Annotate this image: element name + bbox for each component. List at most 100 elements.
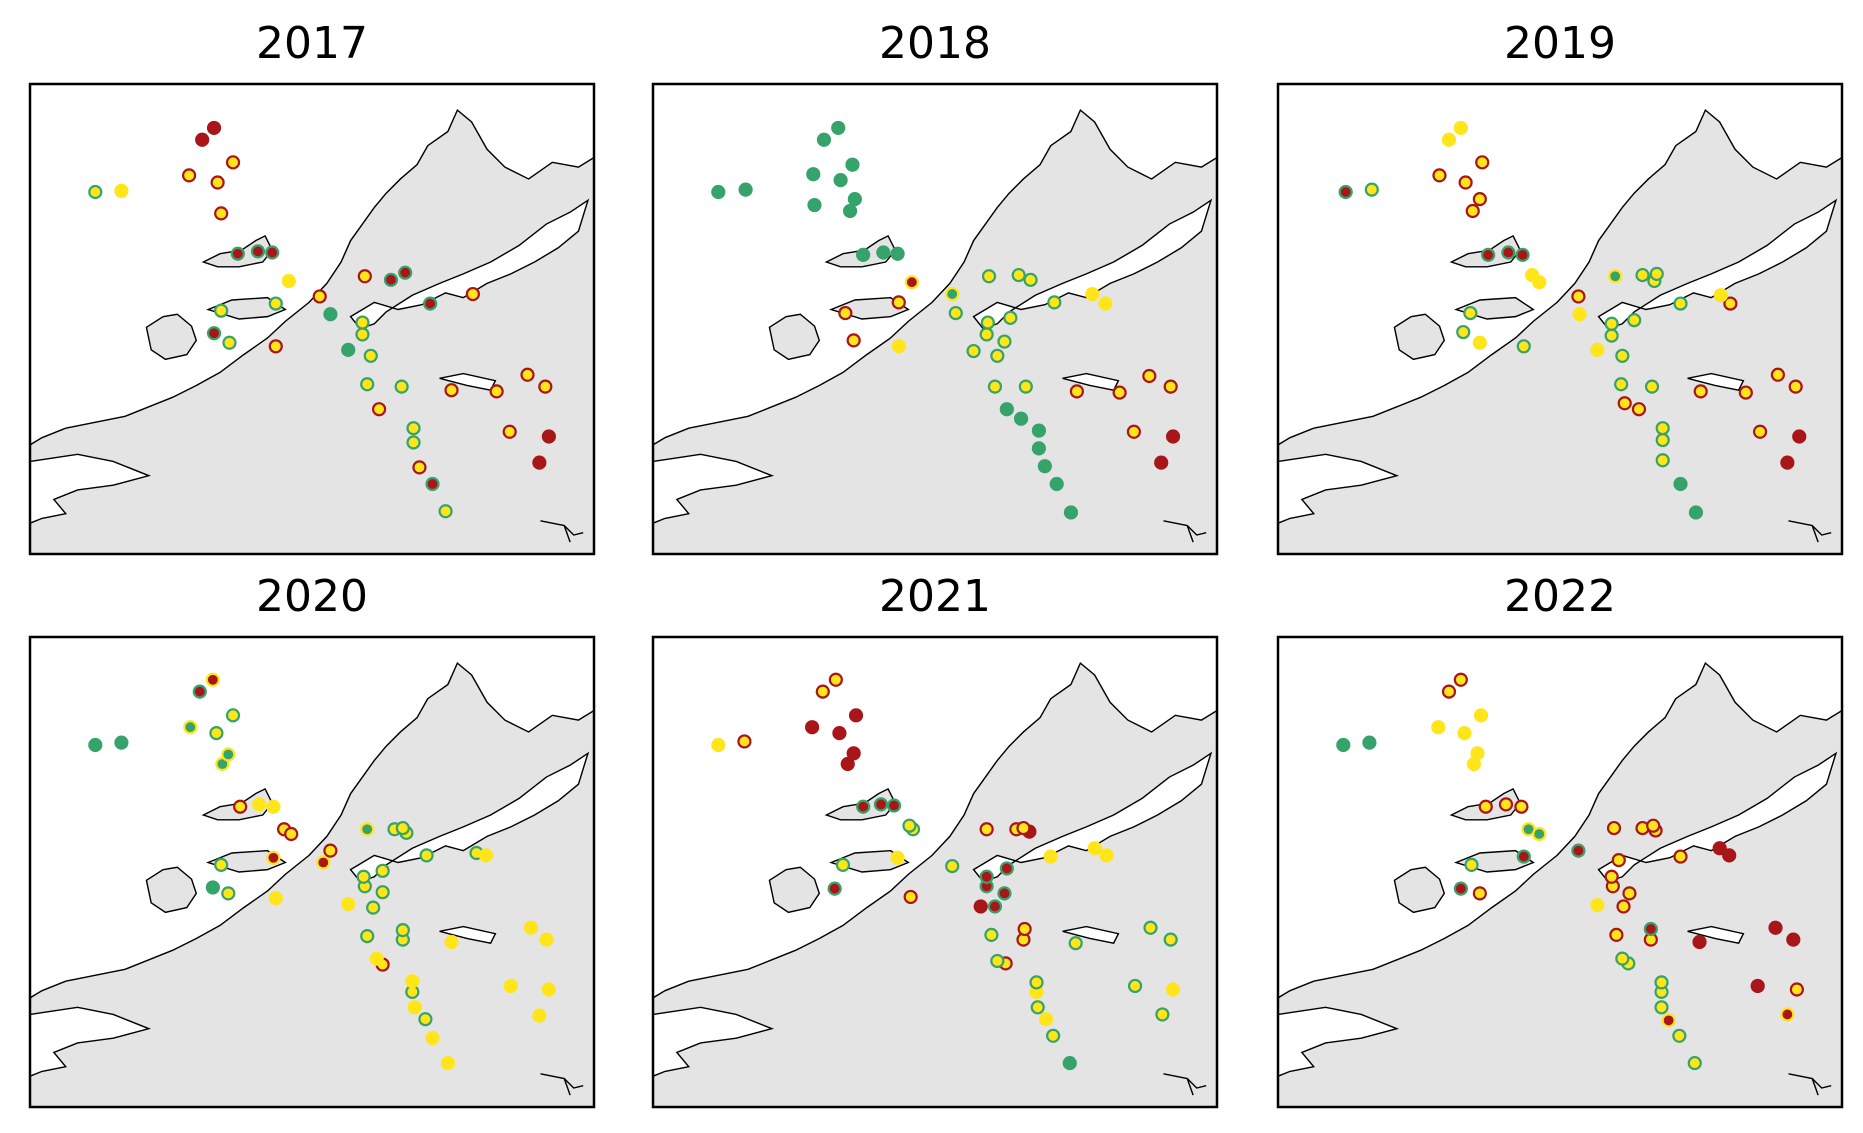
site-point — [444, 383, 459, 398]
site-point — [1023, 272, 1038, 287]
site-point — [890, 246, 905, 261]
site-point — [1013, 411, 1029, 426]
panel-title: 2018 — [879, 18, 991, 69]
site-point — [979, 822, 994, 837]
site-point — [1069, 384, 1084, 399]
site-point — [1112, 385, 1127, 400]
basemap — [30, 637, 594, 1107]
site-point — [945, 286, 960, 302]
site-point — [1465, 203, 1480, 219]
site-point — [363, 348, 378, 363]
site-point — [369, 951, 384, 966]
site-point — [1604, 328, 1619, 343]
site-point — [356, 869, 371, 884]
site-point — [1472, 192, 1487, 207]
site-point — [1431, 720, 1446, 735]
site-point — [341, 342, 356, 357]
site-point — [489, 384, 504, 399]
site-point — [316, 855, 331, 870]
site-point — [214, 303, 229, 318]
site-point — [856, 247, 871, 263]
site-point — [846, 333, 861, 348]
site-point — [987, 899, 1003, 914]
site-point — [846, 746, 861, 761]
site-point — [230, 246, 245, 261]
site-point — [1154, 455, 1169, 470]
site-point — [1475, 155, 1490, 170]
site-point — [828, 672, 843, 687]
site-point — [1085, 286, 1100, 302]
site-point — [523, 920, 539, 935]
site-point — [984, 927, 999, 943]
site-point — [1441, 684, 1457, 699]
map-panel: 2018 — [651, 18, 1219, 556]
site-point — [1165, 982, 1181, 997]
site-point — [990, 953, 1005, 969]
site-point — [520, 367, 535, 382]
site-point — [1470, 746, 1485, 761]
site-point — [114, 735, 129, 750]
site-point — [1616, 899, 1631, 914]
site-point — [1011, 267, 1026, 283]
site-point — [1609, 927, 1624, 943]
site-point — [1792, 429, 1807, 444]
site-point — [383, 272, 399, 287]
site-point — [948, 305, 963, 321]
basemap — [653, 84, 1217, 554]
site-point — [987, 379, 1003, 394]
site-point — [1453, 672, 1468, 687]
site-point — [541, 982, 556, 997]
site-point — [225, 708, 241, 723]
site-point — [1143, 920, 1158, 935]
site-point — [206, 326, 222, 341]
panel-frame — [1276, 635, 1844, 1109]
site-point — [532, 455, 547, 470]
site-point — [268, 891, 283, 906]
site-point — [418, 1012, 433, 1027]
site-point — [1655, 432, 1670, 448]
site-point — [395, 923, 410, 938]
site-point — [1165, 429, 1181, 444]
site-point — [398, 265, 413, 280]
site-point — [252, 797, 267, 812]
basemap — [1278, 637, 1842, 1107]
site-point — [88, 737, 103, 753]
panel-title: 2021 — [879, 571, 991, 622]
site-point — [833, 173, 848, 188]
panel-frame — [651, 82, 1219, 556]
site-point — [711, 737, 726, 753]
site-point — [538, 379, 553, 394]
site-point — [1655, 421, 1670, 436]
site-point — [999, 402, 1014, 417]
panel-title: 2017 — [256, 18, 368, 69]
site-point — [366, 900, 381, 915]
map-panel: 2022 — [1276, 571, 1844, 1109]
site-point — [807, 197, 822, 213]
site-point — [183, 720, 198, 735]
site-point — [1712, 841, 1727, 856]
site-point — [210, 175, 225, 190]
site-point — [341, 896, 356, 912]
site-point — [1571, 843, 1586, 858]
site-point — [419, 848, 434, 863]
site-point — [1163, 379, 1178, 394]
site-point — [1031, 423, 1046, 438]
site-point — [284, 826, 299, 842]
site-point — [891, 295, 906, 310]
site-point — [503, 978, 518, 994]
panel-title: 2020 — [256, 571, 368, 622]
site-point — [355, 327, 370, 342]
site-point — [966, 343, 981, 359]
site-point — [1635, 267, 1650, 283]
site-point — [1780, 455, 1795, 470]
site-point — [423, 296, 438, 311]
site-point — [1655, 453, 1670, 468]
site-point — [1043, 849, 1058, 864]
panel-frame — [28, 635, 596, 1109]
site-point — [979, 327, 994, 342]
panel-frame — [651, 635, 1219, 1109]
site-point — [1786, 932, 1801, 947]
site-point — [1501, 245, 1516, 260]
